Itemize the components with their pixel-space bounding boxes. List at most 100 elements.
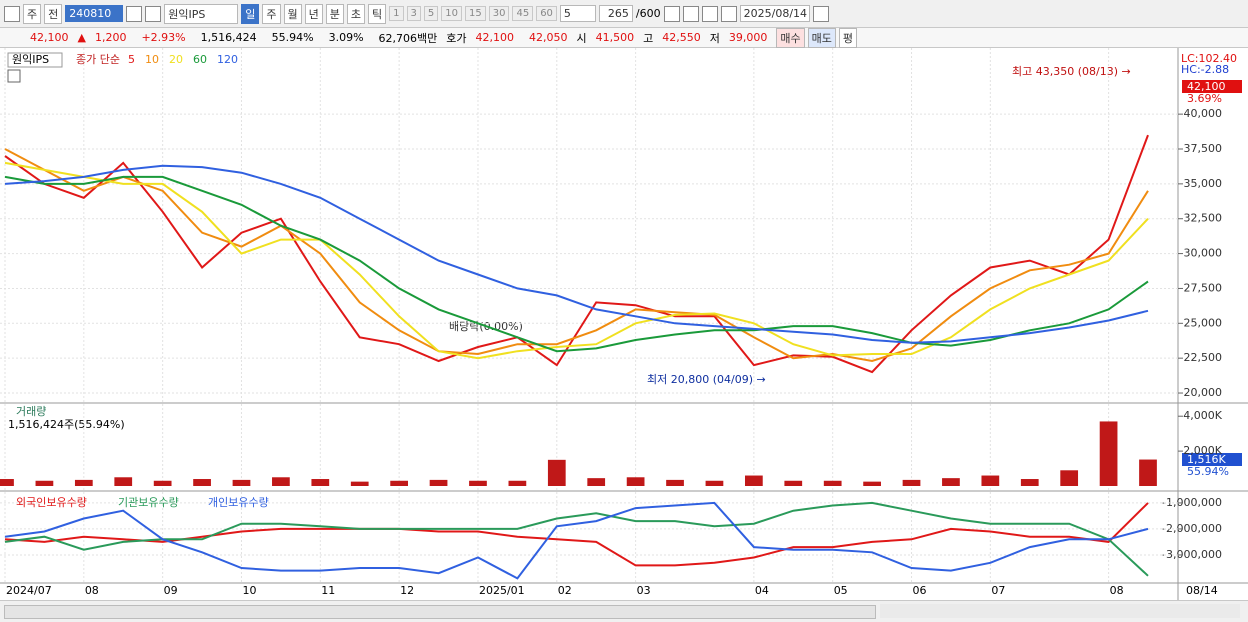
date-input[interactable]: 2025/08/14 bbox=[739, 5, 810, 22]
y-tick-label: -3,000,000 bbox=[1162, 548, 1222, 561]
count-input[interactable]: 265 bbox=[598, 5, 633, 22]
x-tick-label: 08 bbox=[85, 584, 99, 597]
volume-bar bbox=[902, 479, 921, 486]
volume-bar bbox=[0, 479, 14, 486]
scroll-tools[interactable] bbox=[880, 604, 1240, 618]
period-button[interactable]: 주 bbox=[262, 3, 281, 24]
volume-bar bbox=[863, 481, 881, 486]
save-icon[interactable] bbox=[701, 5, 718, 22]
legend-entry: 기관보유수량 bbox=[118, 496, 179, 509]
volume-ratio: 55.94% bbox=[271, 31, 314, 44]
quote-label: 호가 bbox=[446, 31, 467, 45]
low-label: 저 bbox=[709, 31, 720, 45]
right-label: HC:-2.88 bbox=[1181, 63, 1229, 76]
interval-button[interactable]: 5 bbox=[423, 6, 439, 21]
volume-bar bbox=[390, 480, 409, 486]
y-tick-label: 32,500 bbox=[1184, 212, 1223, 225]
x-tick-label: 10 bbox=[242, 584, 256, 597]
y-tick-label: 30,000 bbox=[1184, 247, 1223, 260]
title-box bbox=[7, 52, 63, 68]
y-tick-label: 40,000 bbox=[1184, 107, 1223, 120]
annotation: 최저 20,800 (04/09) → bbox=[647, 373, 766, 386]
settings-icon[interactable] bbox=[720, 5, 737, 22]
info-bar: 42,100 ▲ 1,200 +2.93% 1,516,424 55.94% 3… bbox=[0, 27, 1248, 48]
bid: 42,050 bbox=[529, 31, 568, 44]
high: 42,550 bbox=[662, 31, 701, 44]
volume-bar bbox=[784, 480, 803, 486]
period-button[interactable]: 분 bbox=[325, 3, 344, 24]
count-max: /600 bbox=[635, 7, 661, 20]
avg-button[interactable]: 평 bbox=[838, 27, 858, 48]
period-button[interactable]: 년 bbox=[304, 3, 323, 24]
series-line bbox=[4, 134, 1149, 374]
chart-title: 원익IPS bbox=[12, 53, 49, 66]
interval-button[interactable]: 15 bbox=[464, 6, 486, 21]
period-button[interactable]: 월 bbox=[283, 3, 302, 24]
right-label: 1,516K bbox=[1187, 453, 1226, 466]
right-label: 42,100 bbox=[1187, 80, 1226, 93]
legend-entry: 외국인보유수량 bbox=[16, 496, 87, 509]
x-tick-label: 07 bbox=[991, 584, 1005, 597]
interval-button[interactable]: 3 bbox=[406, 6, 421, 21]
volume-bar bbox=[587, 478, 606, 486]
y-tick-label: 37,500 bbox=[1184, 142, 1223, 155]
y-tick-label: -1,000,000 bbox=[1162, 496, 1222, 509]
volume-bar bbox=[823, 480, 842, 486]
code-input[interactable]: 240810 bbox=[65, 5, 124, 22]
volume-bar bbox=[1060, 470, 1079, 486]
y-tick-label: -2,000,000 bbox=[1162, 522, 1222, 535]
period-button[interactable]: 초 bbox=[346, 3, 365, 24]
open-label: 시 bbox=[576, 31, 587, 45]
volume: 1,516,424 bbox=[200, 31, 257, 44]
interval-button[interactable]: 60 bbox=[536, 6, 557, 21]
y-tick-label: 25,000 bbox=[1184, 316, 1223, 329]
volume-bar bbox=[1139, 459, 1157, 486]
volume-bar bbox=[508, 480, 527, 486]
high-label: 고 bbox=[643, 31, 654, 45]
volume-bar bbox=[272, 477, 290, 486]
tool-icon[interactable] bbox=[682, 5, 699, 22]
volume-bar bbox=[666, 479, 684, 486]
interval-button[interactable]: 1 bbox=[389, 6, 404, 21]
interval-select[interactable]: 5 bbox=[559, 5, 596, 22]
x-tick-label: 12 bbox=[400, 584, 414, 597]
volume-bar bbox=[469, 480, 487, 486]
interval-button[interactable]: 30 bbox=[488, 6, 510, 21]
interval-button[interactable]: 45 bbox=[512, 6, 534, 21]
background bbox=[0, 48, 1248, 600]
volume-bar bbox=[547, 459, 566, 486]
stock-name[interactable]: 원익IPS bbox=[164, 3, 239, 24]
buy-button[interactable]: 매수 bbox=[776, 27, 805, 48]
price: 42,100 bbox=[30, 31, 69, 44]
x-tick-label: 06 bbox=[913, 584, 927, 597]
tab-button[interactable]: 전 bbox=[44, 3, 63, 24]
volume-bar bbox=[981, 475, 1000, 486]
series-line bbox=[4, 161, 1149, 360]
search-icon[interactable] bbox=[126, 5, 143, 22]
tab-button[interactable]: 주 bbox=[23, 3, 42, 24]
menu-icon[interactable] bbox=[4, 5, 20, 22]
scroll-track[interactable] bbox=[4, 605, 876, 619]
volume-bar bbox=[705, 480, 724, 486]
x-tick-label: 2025/01 bbox=[479, 584, 525, 597]
x-tick-label: 04 bbox=[755, 584, 769, 597]
y-tick-label: 20,000 bbox=[1184, 386, 1223, 399]
annotation: 최고 43,350 (08/13) → bbox=[1012, 65, 1131, 78]
calendar-icon[interactable] bbox=[812, 5, 829, 22]
period-button[interactable]: 일 bbox=[241, 3, 260, 24]
interval-button[interactable]: 10 bbox=[441, 6, 462, 21]
tool-icon[interactable] bbox=[663, 5, 680, 22]
panel-icon[interactable] bbox=[7, 69, 21, 83]
ask: 42,100 bbox=[475, 31, 515, 44]
scrollbar[interactable] bbox=[0, 600, 1248, 622]
series-line bbox=[4, 501, 1149, 580]
legend-entry: 10 bbox=[145, 53, 159, 66]
series-line bbox=[4, 502, 1149, 567]
sell-button[interactable]: 매도 bbox=[807, 27, 836, 48]
turnover: 3.09% bbox=[328, 31, 364, 44]
sound-icon[interactable] bbox=[145, 5, 162, 22]
volume-bar bbox=[1099, 421, 1118, 486]
period-button[interactable]: 틱 bbox=[368, 3, 387, 24]
chart-area: 원익IPS 종가 단순 최고 43,350 (08/13) → 최저 20,80… bbox=[0, 48, 1248, 600]
volume-bar bbox=[232, 479, 251, 486]
